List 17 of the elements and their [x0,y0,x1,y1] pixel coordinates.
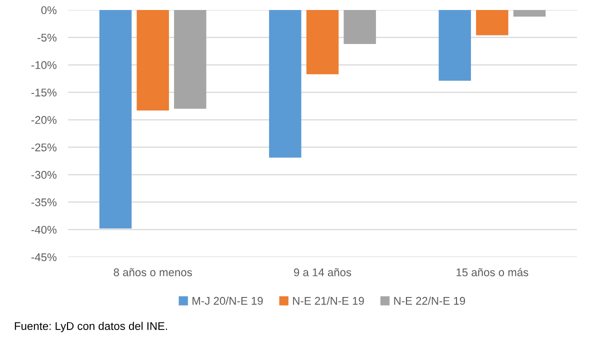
y-tick-label: -10% [31,61,56,70]
y-tick-label: -30% [31,170,56,179]
y-tick-label: 0% [41,6,56,14]
legend-label: N-E 21/N-E 19 [293,296,364,305]
x-tick-label: 15 años o más [456,268,528,276]
legend-label: N-E 22/N-E 19 [394,296,466,305]
legend-label: M-J 20/N-E 19 [192,296,263,305]
y-tick-label: -25% [31,143,56,152]
x-tick-label: 9 a 14 años [294,268,352,276]
y-tick-label: -40% [31,226,56,234]
y-tick-label: -45% [31,253,56,262]
x-tick-label: 8 años o menos [114,268,192,276]
y-tick-label: -15% [31,88,56,96]
source-note: Fuente: LyD con datos del INE. [14,322,167,332]
y-tick-label: -20% [31,116,56,124]
y-tick-label: -5% [38,34,56,42]
y-tick-label: -35% [31,198,56,206]
